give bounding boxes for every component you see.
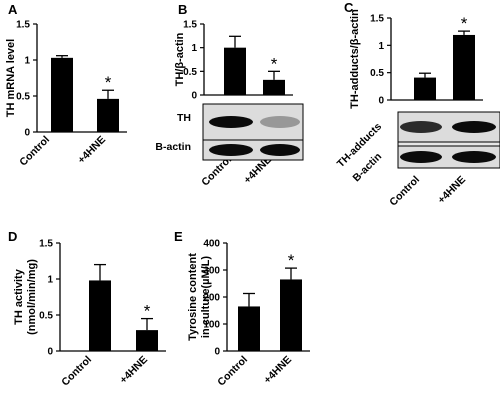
y-tick-label: 300 (203, 266, 220, 277)
panel-e: E 0 100 200 300 400 Tyrosine content in culture… (174, 229, 310, 389)
bar-4hne (136, 330, 158, 351)
y-tick-label: 200 (203, 293, 220, 304)
y-tick-label: 1 (47, 275, 53, 286)
y-tick-label: 100 (203, 320, 220, 331)
panel-label: B (178, 2, 187, 17)
panel-label: E (174, 229, 183, 244)
category-label: Control (215, 354, 250, 389)
y-tick-label: 0 (24, 128, 30, 139)
blot-band (452, 151, 496, 163)
category-label: Control (387, 174, 422, 209)
category-label: +4HNE (261, 354, 294, 387)
y-tick-label: 1 (24, 56, 30, 67)
y-tick-label: 1.5 (39, 239, 53, 250)
category-label: Control (59, 354, 94, 389)
y-axis-label: TH mRNA level (5, 39, 17, 117)
blot-band (209, 144, 253, 156)
y-tick-label: 0.5 (183, 67, 197, 78)
y-tick-label: 1 (378, 41, 384, 52)
bar-4hne (280, 279, 302, 351)
significance-marker: * (105, 73, 112, 92)
y-axis-label: in culture(µM/L) (200, 256, 212, 338)
category-label: Control (17, 134, 52, 169)
bar-control (414, 77, 436, 100)
y-tick-label: 0.5 (39, 311, 53, 322)
panel-label: A (8, 2, 18, 17)
blot-band (400, 151, 442, 163)
panel-label: D (8, 229, 17, 244)
bar-control (89, 280, 111, 351)
blot-label: B-actin (155, 141, 191, 153)
y-tick-label: 1.5 (16, 20, 30, 31)
y-tick-label: 1.5 (370, 14, 384, 25)
significance-marker: * (461, 14, 468, 33)
panel-label: C (344, 0, 354, 15)
y-axis-label: Tyrosine content (187, 253, 199, 341)
y-tick-label: 0 (214, 347, 220, 358)
blot-band (260, 144, 300, 156)
significance-marker: * (144, 302, 151, 321)
y-axis-label: TH activity (13, 268, 25, 325)
y-tick-label: 0 (378, 96, 384, 107)
bar-control (51, 57, 73, 133)
panel-c: C 0 0.5 1 1.5 TH-adducts/β-actin * Control +4HNE… (335, 0, 500, 209)
significance-marker: * (271, 54, 278, 73)
y-tick-label: 0 (191, 91, 197, 102)
bar-control (224, 47, 246, 95)
y-tick-label: 0 (47, 347, 53, 358)
y-tick-label: 400 (203, 239, 220, 250)
y-tick-label: 0.5 (16, 92, 30, 103)
significance-marker: * (288, 251, 295, 270)
panel-d: D 0 0.5 1 1.5 TH activity (nmol/min/mg) * Contro… (8, 229, 166, 389)
category-label: +4HNE (75, 134, 108, 167)
blot-band (400, 121, 442, 133)
bar-4hne (453, 34, 475, 100)
bar-4hne (97, 98, 119, 132)
blot-band (260, 116, 300, 128)
blot-label: TH (177, 112, 191, 124)
category-label: +4HNE (117, 354, 150, 387)
blot-band (209, 116, 253, 128)
category-label: +4HNE (435, 174, 468, 207)
bar-control (238, 306, 260, 351)
y-tick-label: 1 (191, 43, 197, 54)
y-axis-label: (nmol/min/mg) (26, 259, 38, 335)
y-tick-label: 0.5 (370, 68, 384, 79)
bar-4hne (263, 79, 285, 95)
y-axis-label: TH/β-actin (174, 32, 186, 86)
panel-b: B00.511.5TH/β-actin *Control +4HNETHB-acti… (155, 2, 304, 189)
panel-a: A 0 0.5 1 1.5 TH mRNA level * Control +4HNE (5, 2, 127, 169)
y-tick-label: 1.5 (183, 20, 197, 31)
y-axis-label: TH-adducts/β-actin (349, 9, 361, 109)
blot-band (452, 121, 496, 133)
